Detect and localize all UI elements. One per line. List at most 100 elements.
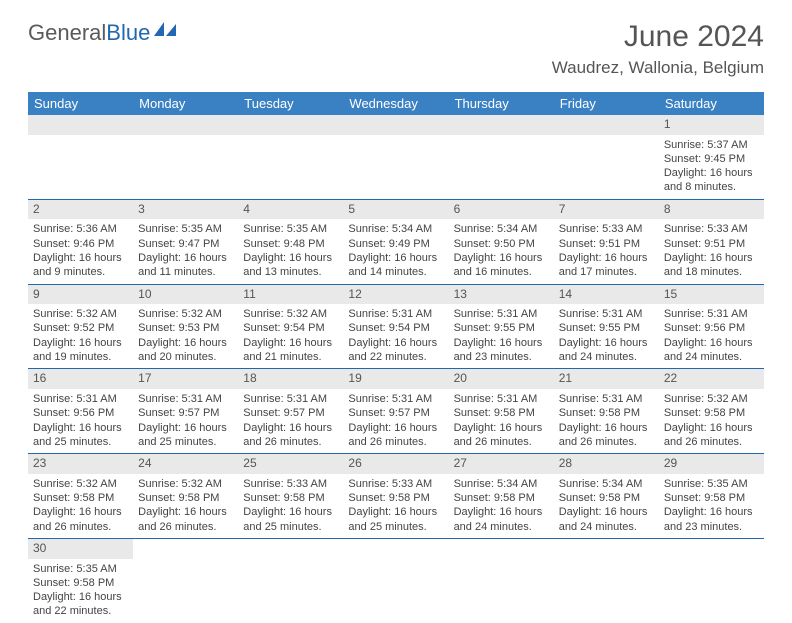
day-body: Sunrise: 5:31 AMSunset: 9:56 PMDaylight:… xyxy=(28,389,133,453)
day-line-dl1: Daylight: 16 hours xyxy=(138,251,233,265)
day-body: Sunrise: 5:37 AMSunset: 9:45 PMDaylight:… xyxy=(659,135,764,199)
day-line-sr: Sunrise: 5:32 AM xyxy=(243,307,338,321)
day-line-ss: Sunset: 9:52 PM xyxy=(33,321,128,335)
day-line-ss: Sunset: 9:50 PM xyxy=(454,237,549,251)
day-line-ss: Sunset: 9:54 PM xyxy=(348,321,443,335)
day-line-dl2: and 26 minutes. xyxy=(243,435,338,449)
day-body: Sunrise: 5:32 AMSunset: 9:54 PMDaylight:… xyxy=(238,304,343,368)
day-line-ss: Sunset: 9:58 PM xyxy=(559,406,654,420)
day-line-dl1: Daylight: 16 hours xyxy=(138,505,233,519)
day-line-dl1: Daylight: 16 hours xyxy=(33,336,128,350)
day-line-sr: Sunrise: 5:31 AM xyxy=(138,392,233,406)
day-body: Sunrise: 5:34 AMSunset: 9:58 PMDaylight:… xyxy=(554,474,659,538)
day-body: Sunrise: 5:32 AMSunset: 9:58 PMDaylight:… xyxy=(133,474,238,538)
day-line-dl2: and 8 minutes. xyxy=(664,180,759,194)
day-line-sr: Sunrise: 5:32 AM xyxy=(664,392,759,406)
day-line-dl1: Daylight: 16 hours xyxy=(33,251,128,265)
day-line-sr: Sunrise: 5:31 AM xyxy=(559,392,654,406)
day-line-dl1: Daylight: 16 hours xyxy=(559,421,654,435)
daynum-bar-empty xyxy=(343,115,448,135)
day-line-sr: Sunrise: 5:31 AM xyxy=(33,392,128,406)
calendar-cell: 11Sunrise: 5:32 AMSunset: 9:54 PMDayligh… xyxy=(238,284,343,369)
day-line-dl2: and 26 minutes. xyxy=(559,435,654,449)
day-body: Sunrise: 5:31 AMSunset: 9:58 PMDaylight:… xyxy=(449,389,554,453)
day-line-dl2: and 18 minutes. xyxy=(664,265,759,279)
day-line-ss: Sunset: 9:56 PM xyxy=(33,406,128,420)
calendar-cell: 27Sunrise: 5:34 AMSunset: 9:58 PMDayligh… xyxy=(449,454,554,539)
day-number: 22 xyxy=(659,369,764,389)
day-number: 8 xyxy=(659,200,764,220)
day-line-dl1: Daylight: 16 hours xyxy=(33,505,128,519)
weekday-mon: Monday xyxy=(133,92,238,115)
day-line-dl2: and 22 minutes. xyxy=(348,350,443,364)
day-line-sr: Sunrise: 5:34 AM xyxy=(348,222,443,236)
day-line-sr: Sunrise: 5:31 AM xyxy=(454,392,549,406)
day-line-dl2: and 14 minutes. xyxy=(348,265,443,279)
header: GeneralBlue June 2024 Waudrez, Wallonia,… xyxy=(0,0,792,86)
day-line-dl2: and 17 minutes. xyxy=(559,265,654,279)
day-line-ss: Sunset: 9:48 PM xyxy=(243,237,338,251)
calendar-cell: 20Sunrise: 5:31 AMSunset: 9:58 PMDayligh… xyxy=(449,369,554,454)
weekday-row: Sunday Monday Tuesday Wednesday Thursday… xyxy=(28,92,764,115)
day-number: 19 xyxy=(343,369,448,389)
day-line-dl2: and 26 minutes. xyxy=(664,435,759,449)
day-body: Sunrise: 5:31 AMSunset: 9:56 PMDaylight:… xyxy=(659,304,764,368)
day-line-dl1: Daylight: 16 hours xyxy=(454,421,549,435)
day-line-dl2: and 25 minutes. xyxy=(243,520,338,534)
day-line-ss: Sunset: 9:55 PM xyxy=(454,321,549,335)
day-line-sr: Sunrise: 5:32 AM xyxy=(33,307,128,321)
daynum-bar-empty xyxy=(28,115,133,135)
day-line-dl1: Daylight: 16 hours xyxy=(348,336,443,350)
calendar-cell: 3Sunrise: 5:35 AMSunset: 9:47 PMDaylight… xyxy=(133,199,238,284)
calendar-cell xyxy=(238,538,343,622)
day-body: Sunrise: 5:35 AMSunset: 9:48 PMDaylight:… xyxy=(238,219,343,283)
day-line-ss: Sunset: 9:55 PM xyxy=(559,321,654,335)
day-line-dl1: Daylight: 16 hours xyxy=(243,421,338,435)
day-number: 30 xyxy=(28,539,133,559)
day-body: Sunrise: 5:32 AMSunset: 9:52 PMDaylight:… xyxy=(28,304,133,368)
day-line-dl2: and 24 minutes. xyxy=(454,520,549,534)
day-line-dl2: and 19 minutes. xyxy=(33,350,128,364)
daynum-bar-empty xyxy=(238,115,343,135)
day-line-ss: Sunset: 9:58 PM xyxy=(348,491,443,505)
day-line-dl1: Daylight: 16 hours xyxy=(33,590,128,604)
day-body: Sunrise: 5:31 AMSunset: 9:57 PMDaylight:… xyxy=(238,389,343,453)
calendar-week: 1Sunrise: 5:37 AMSunset: 9:45 PMDaylight… xyxy=(28,115,764,199)
day-line-dl1: Daylight: 16 hours xyxy=(138,421,233,435)
calendar-cell: 2Sunrise: 5:36 AMSunset: 9:46 PMDaylight… xyxy=(28,199,133,284)
day-line-dl1: Daylight: 16 hours xyxy=(454,251,549,265)
day-number: 14 xyxy=(554,285,659,305)
day-number: 12 xyxy=(343,285,448,305)
day-line-dl1: Daylight: 16 hours xyxy=(664,421,759,435)
day-line-dl1: Daylight: 16 hours xyxy=(33,421,128,435)
day-line-ss: Sunset: 9:58 PM xyxy=(138,491,233,505)
day-line-sr: Sunrise: 5:31 AM xyxy=(559,307,654,321)
calendar-cell: 15Sunrise: 5:31 AMSunset: 9:56 PMDayligh… xyxy=(659,284,764,369)
day-line-ss: Sunset: 9:53 PM xyxy=(138,321,233,335)
day-number: 24 xyxy=(133,454,238,474)
day-line-dl1: Daylight: 16 hours xyxy=(348,505,443,519)
day-line-ss: Sunset: 9:49 PM xyxy=(348,237,443,251)
day-body: Sunrise: 5:35 AMSunset: 9:58 PMDaylight:… xyxy=(659,474,764,538)
calendar-cell xyxy=(133,115,238,199)
calendar-cell: 23Sunrise: 5:32 AMSunset: 9:58 PMDayligh… xyxy=(28,454,133,539)
calendar-cell: 24Sunrise: 5:32 AMSunset: 9:58 PMDayligh… xyxy=(133,454,238,539)
day-number: 20 xyxy=(449,369,554,389)
day-line-dl2: and 24 minutes. xyxy=(559,520,654,534)
day-line-dl1: Daylight: 16 hours xyxy=(664,505,759,519)
logo: GeneralBlue xyxy=(28,20,178,46)
calendar-week: 2Sunrise: 5:36 AMSunset: 9:46 PMDaylight… xyxy=(28,199,764,284)
calendar-cell xyxy=(449,538,554,622)
title-block: June 2024 Waudrez, Wallonia, Belgium xyxy=(552,20,764,78)
calendar-cell: 6Sunrise: 5:34 AMSunset: 9:50 PMDaylight… xyxy=(449,199,554,284)
day-line-ss: Sunset: 9:58 PM xyxy=(559,491,654,505)
day-line-sr: Sunrise: 5:35 AM xyxy=(664,477,759,491)
calendar-week: 30Sunrise: 5:35 AMSunset: 9:58 PMDayligh… xyxy=(28,538,764,622)
calendar-cell: 5Sunrise: 5:34 AMSunset: 9:49 PMDaylight… xyxy=(343,199,448,284)
day-line-sr: Sunrise: 5:32 AM xyxy=(138,307,233,321)
calendar-cell xyxy=(554,115,659,199)
day-number: 11 xyxy=(238,285,343,305)
day-line-dl1: Daylight: 16 hours xyxy=(138,336,233,350)
day-line-dl1: Daylight: 16 hours xyxy=(559,251,654,265)
day-line-sr: Sunrise: 5:31 AM xyxy=(454,307,549,321)
